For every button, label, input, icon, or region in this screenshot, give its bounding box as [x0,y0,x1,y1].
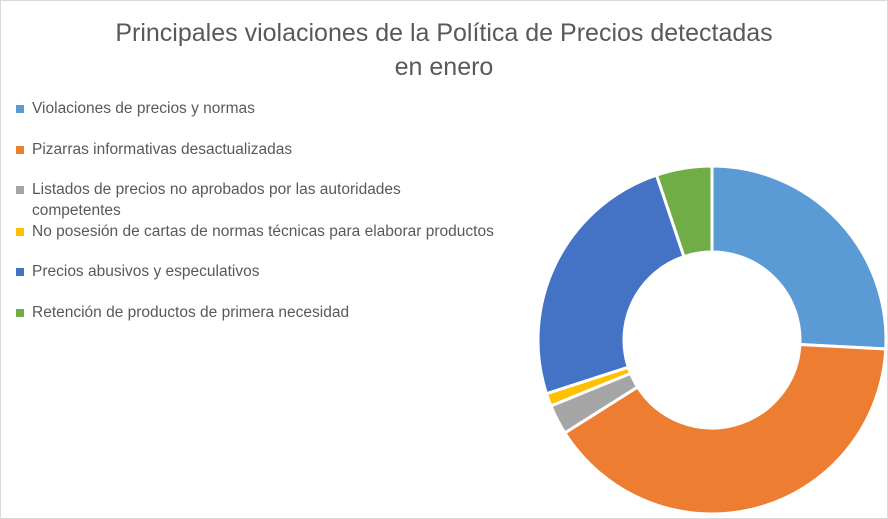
legend-swatch [16,228,24,236]
slice-pizarras [562,342,888,516]
legend-swatch [16,186,24,194]
legend-item-pizarras: Pizarras informativas desactualizadas [16,139,556,160]
slice-retencion [654,164,714,259]
legend-swatch [16,146,24,154]
slice-violaciones [710,164,888,351]
legend-label: Precios abusivos y especulativos [32,263,260,280]
chart-title-line-2: en enero [394,53,494,81]
legend-swatch [16,105,24,113]
legend-swatch [16,268,24,276]
legend-item-listados: Listados de precios no aprobados por las… [16,179,456,221]
legend-item-retencion: Retención de productos de primera necesi… [16,302,556,323]
legend-item-cartas: No posesión de cartas de normas técnicas… [16,221,556,242]
legend-label: Pizarras informativas desactualizadas [32,141,293,158]
chart-title-line-1: Principales violaciones de la Política d… [115,19,773,47]
legend-label: Violaciones de precios y normas [32,100,255,117]
legend-label: No posesión de cartas de normas técnicas… [32,223,494,240]
legend-item-violaciones: Violaciones de precios y normas [16,98,556,119]
legend-label: Listados de precios no aprobados por las… [32,181,401,219]
legend-label: Retención de productos de primera necesi… [32,304,350,321]
chart-title: Principales violaciones de la Política d… [0,16,888,84]
slice-precios-abusivos [536,173,686,396]
legend-item-precios-abusivos: Precios abusivos y especulativos [16,261,556,282]
legend-swatch [16,309,24,317]
